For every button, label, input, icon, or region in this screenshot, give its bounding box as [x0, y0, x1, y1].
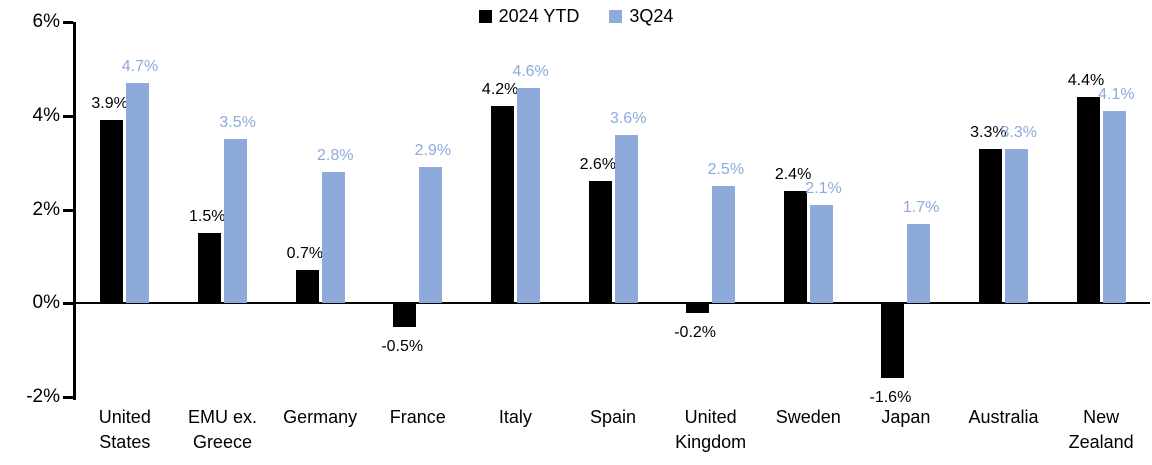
- legend-swatch-3q24: [609, 10, 623, 23]
- y-axis-tick-label: 2%: [32, 198, 60, 220]
- y-axis-tick: [63, 396, 73, 399]
- bar-ytd: [686, 303, 710, 313]
- bar-value-label: 4.1%: [1098, 86, 1135, 104]
- bar-3q24: [126, 82, 150, 304]
- legend-item-2024-ytd: 2024 YTD: [478, 6, 580, 27]
- bar-value-label: 1.5%: [189, 207, 226, 225]
- bar-ytd: [881, 303, 905, 379]
- bar-ytd: [588, 181, 612, 304]
- x-category-label: United States: [98, 407, 151, 452]
- bar-3q24: [614, 134, 638, 304]
- bar-value-label: 3.3%: [970, 123, 1007, 141]
- bar-3q24: [419, 167, 443, 304]
- y-axis-tick-label: 6%: [32, 11, 60, 32]
- bar-3q24: [1102, 111, 1126, 304]
- bar-value-label: 4.2%: [481, 81, 519, 99]
- bar-value-label: 2.8%: [317, 147, 354, 164]
- x-category-label: Spain: [589, 407, 637, 427]
- bar-ytd: [295, 270, 319, 304]
- bar-3q24: [1005, 148, 1029, 304]
- bar-ytd: [490, 106, 514, 304]
- bar-value-label: 4.6%: [512, 62, 549, 80]
- bar-value-label: 2.9%: [414, 142, 452, 160]
- x-category-label: Sweden: [775, 407, 841, 427]
- x-category-label: Australia: [968, 407, 1039, 427]
- bar-ytd: [393, 303, 417, 327]
- x-category-label: Japan: [881, 407, 931, 427]
- bar-value-label: 0.7%: [286, 245, 324, 263]
- bar-value-label: -0.2%: [674, 323, 717, 341]
- bar-ytd: [783, 190, 807, 304]
- bar-value-label: 3.6%: [609, 109, 647, 127]
- bar-3q24: [516, 87, 540, 304]
- x-category-label: France: [389, 407, 446, 427]
- bar-value-label: -1.6%: [869, 389, 912, 407]
- legend-label-2024-ytd: 2024 YTD: [498, 6, 580, 26]
- x-category-label: New Zealand: [1068, 407, 1134, 452]
- y-axis-tick: [63, 114, 73, 118]
- x-axis-zero-line: [76, 302, 1150, 305]
- bar-value-label: 2.1%: [805, 179, 842, 197]
- y-axis-tick: [63, 208, 73, 212]
- y-axis-tick: [63, 21, 73, 24]
- legend-swatch-2024-ytd: [478, 10, 492, 23]
- x-category-label: Italy: [498, 407, 532, 427]
- y-axis-tick-label: 0%: [32, 292, 60, 314]
- bar-3q24: [907, 223, 931, 304]
- y-axis-tick-label: 4%: [32, 104, 60, 126]
- bar-ytd: [197, 232, 221, 304]
- y-axis-line: [73, 22, 76, 400]
- bar-3q24: [223, 139, 247, 304]
- bar-value-label: 4.7%: [121, 57, 159, 75]
- x-category-label: EMU ex. Greece: [187, 407, 257, 452]
- bar-3q24: [809, 204, 833, 304]
- bar-3q24: [712, 186, 736, 304]
- legend-label-3q24: 3Q24: [629, 6, 674, 26]
- bar-value-label: 2.5%: [707, 161, 745, 179]
- bar-3q24: [321, 172, 345, 304]
- bar-value-label: 1.7%: [902, 198, 940, 216]
- bar-value-label: 3.9%: [91, 95, 128, 113]
- legend-item-3q24: 3Q24: [609, 6, 673, 27]
- legend: 2024 YTD 3Q24: [0, 6, 1152, 27]
- bar-value-label: 3.3%: [1000, 123, 1037, 141]
- bar-ytd: [979, 148, 1003, 304]
- bar-value-label: 3.5%: [219, 114, 256, 132]
- bar-ytd: [100, 120, 124, 304]
- x-category-label: United Kingdom: [675, 407, 747, 452]
- bar-value-label: -0.5%: [381, 337, 424, 355]
- y-axis-tick-label: -2%: [26, 386, 60, 407]
- bar-ytd: [1076, 97, 1100, 304]
- y-axis-tick: [63, 302, 73, 306]
- bar-value-label: 4.4%: [1067, 72, 1105, 89]
- x-category-label: Germany: [283, 407, 358, 427]
- bar-value-label: 2.4%: [774, 165, 812, 183]
- bar-value-label: 2.6%: [579, 156, 617, 174]
